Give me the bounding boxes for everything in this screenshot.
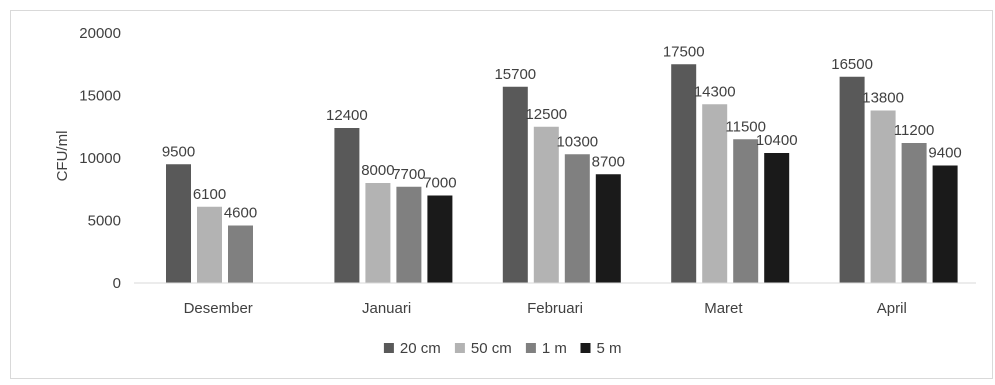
bar — [870, 110, 896, 283]
y-tick-label: 20000 — [79, 25, 121, 42]
legend-label: 50 cm — [471, 340, 512, 357]
data-label: 8000 — [361, 162, 394, 179]
data-label: 7700 — [392, 166, 425, 183]
bar — [365, 183, 391, 283]
bar — [334, 128, 360, 283]
data-label: 15700 — [494, 66, 536, 83]
bar — [671, 64, 697, 283]
y-tick-label: 10000 — [79, 150, 121, 167]
data-label: 11200 — [894, 122, 935, 139]
data-label: 6100 — [193, 186, 226, 203]
category-label: Maret — [704, 300, 743, 317]
data-label: 13800 — [862, 90, 904, 107]
data-label: 9500 — [162, 143, 195, 160]
legend-label: 1 m — [542, 340, 567, 357]
data-label: 9400 — [928, 145, 961, 162]
y-axis-title: CFU/ml — [54, 131, 71, 182]
y-axis-ticks: 0 5000 10000 15000 20000 — [79, 25, 121, 292]
bar — [564, 154, 590, 283]
category-labels: Desember Januari Februari Maret April — [184, 300, 907, 317]
bar — [932, 165, 958, 283]
legend-swatch — [525, 343, 536, 353]
bar — [502, 86, 528, 283]
legend: 20 cm 50 cm 1 m 5 m — [383, 340, 622, 357]
bar — [839, 76, 865, 283]
category-label: Februari — [527, 300, 583, 317]
bar-chart: CFU/ml 0 5000 10000 15000 20000 9500 6100 4600… — [54, 25, 976, 357]
bar — [702, 104, 728, 283]
data-label: 11500 — [725, 118, 766, 135]
data-label: 8700 — [592, 153, 625, 170]
data-label: 16500 — [831, 56, 873, 73]
data-label: 12400 — [326, 107, 368, 124]
bar — [901, 143, 927, 283]
bar — [166, 164, 191, 283]
legend-swatch — [580, 343, 591, 353]
y-tick-label: 15000 — [79, 88, 121, 105]
legend-label: 5 m — [597, 340, 622, 357]
data-label: 17500 — [663, 43, 705, 60]
legend-swatch — [454, 343, 465, 353]
data-label: 10400 — [756, 132, 798, 149]
y-tick-label: 0 — [113, 275, 121, 292]
legend-swatch — [383, 343, 394, 353]
chart-frame: CFU/ml 0 5000 10000 15000 20000 9500 6100 4600… — [10, 10, 993, 379]
category-label: April — [877, 300, 907, 317]
data-label: 10300 — [556, 133, 598, 150]
bar — [764, 153, 790, 283]
data-label: 12500 — [525, 106, 567, 123]
category-label: Desember — [184, 300, 253, 317]
data-label: 4600 — [224, 205, 257, 222]
bar — [427, 195, 453, 283]
y-tick-label: 5000 — [88, 213, 121, 230]
category-label: Januari — [362, 300, 411, 317]
bar — [228, 225, 253, 283]
bar — [197, 206, 222, 283]
bar — [595, 174, 621, 283]
bar — [733, 139, 759, 283]
data-label: 7000 — [423, 175, 456, 192]
legend-label: 20 cm — [400, 340, 441, 357]
bar — [396, 186, 422, 283]
bar — [533, 126, 559, 283]
data-label: 14300 — [694, 83, 736, 100]
